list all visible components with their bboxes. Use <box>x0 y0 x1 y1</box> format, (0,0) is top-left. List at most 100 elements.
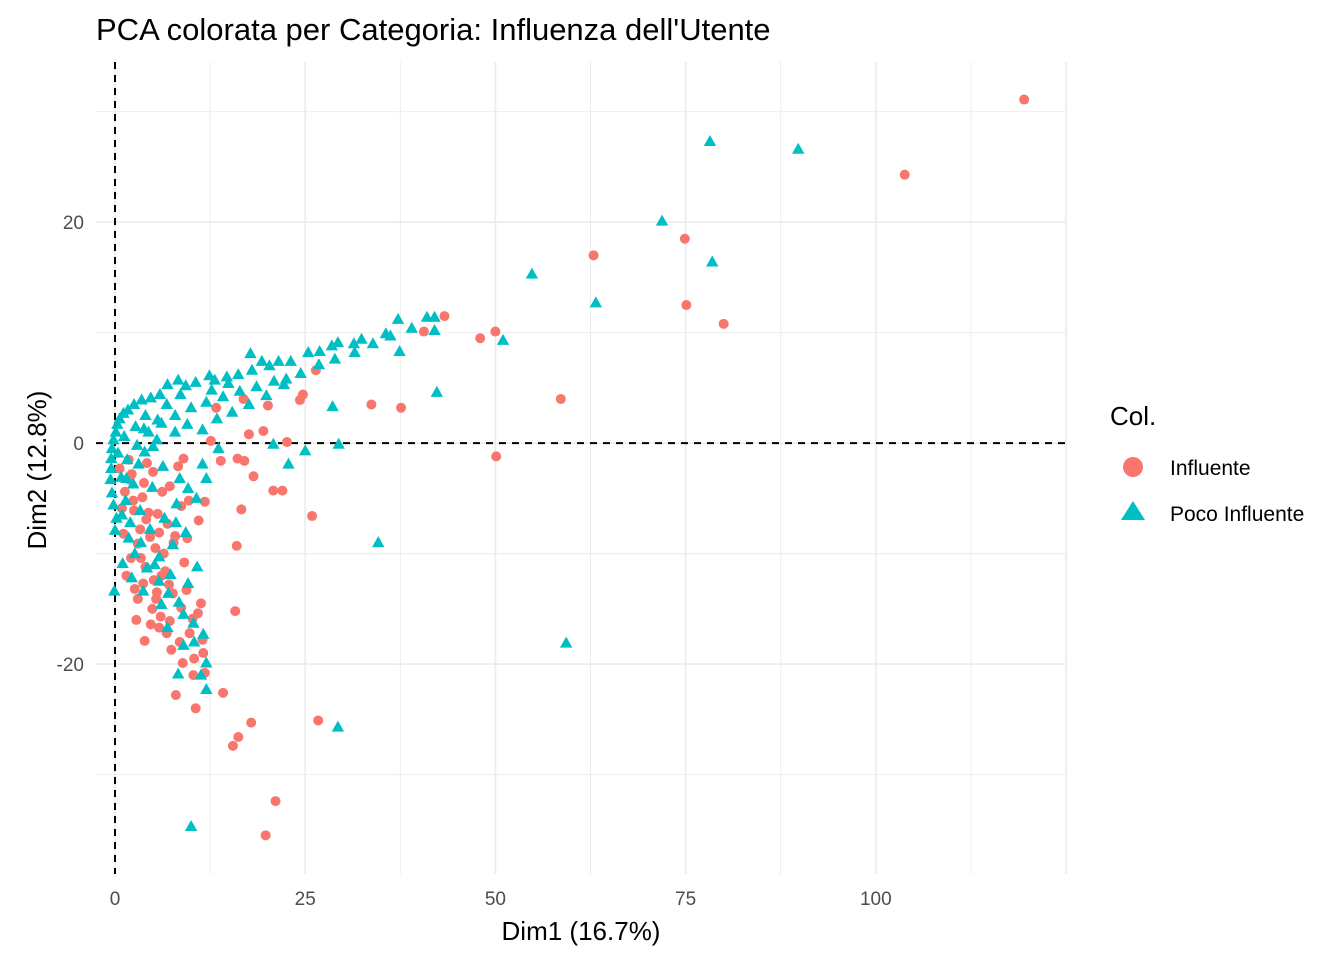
point-poco-influente <box>245 363 259 375</box>
point-poco-influente <box>107 498 120 510</box>
point-poco-influente <box>313 344 326 356</box>
point-poco-influente <box>111 417 124 429</box>
point-poco-influente <box>428 323 441 335</box>
point-poco-influente <box>136 584 150 596</box>
point-influente <box>277 485 288 496</box>
point-poco-influente <box>122 531 135 543</box>
point-poco-influente <box>177 638 190 650</box>
point-poco-influente <box>391 312 405 324</box>
point-poco-influente <box>277 378 291 390</box>
point-poco-influente <box>152 550 166 562</box>
point-poco-influente <box>146 480 159 492</box>
point-poco-influente <box>144 391 157 403</box>
point-poco-influente <box>158 511 171 523</box>
point-poco-influente <box>242 397 256 409</box>
point-poco-influente <box>496 333 510 345</box>
point-influente <box>152 508 163 519</box>
point-poco-influente <box>267 437 280 449</box>
point-poco-influente <box>111 446 125 458</box>
point-influente <box>131 614 142 625</box>
point-poco-influente <box>169 516 183 528</box>
point-poco-influente <box>589 296 603 308</box>
point-influente <box>679 233 690 244</box>
point-influente <box>366 399 377 410</box>
point-influente <box>258 425 269 436</box>
x-tick-labels: 0 25 50 75 100 <box>110 889 892 910</box>
point-influente <box>155 611 166 622</box>
point-poco-influente <box>355 332 368 344</box>
point-poco-influente <box>184 819 198 831</box>
point-poco-influente <box>430 385 444 397</box>
point-influente <box>491 451 502 462</box>
point-poco-influente <box>216 390 230 402</box>
point-poco-influente <box>129 420 142 432</box>
point-influente <box>157 486 168 497</box>
point-poco-influente <box>792 142 805 154</box>
point-influente <box>239 455 250 466</box>
point-influente <box>188 670 199 681</box>
point-influente <box>238 393 249 404</box>
point-poco-influente <box>105 442 119 454</box>
point-poco-influente <box>133 504 147 516</box>
point-poco-influente <box>706 255 719 267</box>
point-poco-influente <box>348 346 361 358</box>
x-axis-label: Dim1 (16.7%) <box>502 916 661 946</box>
point-influente <box>233 732 244 743</box>
point-poco-influente <box>428 310 441 322</box>
point-poco-influente <box>181 576 195 588</box>
point-poco-influente <box>108 584 121 596</box>
point-poco-influente <box>294 367 307 379</box>
point-poco-influente <box>135 393 148 405</box>
point-poco-influente <box>187 616 200 628</box>
point-influente <box>170 530 181 541</box>
point-poco-influente <box>137 422 151 434</box>
legend: Col. Influente Poco Influente <box>1110 401 1304 526</box>
grid <box>96 62 1067 874</box>
point-influente <box>119 486 130 497</box>
point-influente <box>588 250 599 261</box>
point-influente <box>179 557 190 568</box>
point-influente <box>475 333 486 344</box>
point-influente <box>164 579 175 590</box>
point-poco-influente <box>173 471 186 483</box>
x-tick-label: 25 <box>295 889 316 910</box>
point-poco-influente <box>160 397 173 409</box>
point-poco-influente <box>312 358 326 370</box>
point-influente <box>173 461 184 472</box>
point-influente <box>439 311 450 322</box>
point-influente <box>164 481 175 492</box>
point-influente <box>681 300 692 311</box>
point-influente <box>147 603 158 614</box>
reference-lines <box>96 62 1066 874</box>
point-influente <box>230 606 241 617</box>
point-influente <box>231 540 242 551</box>
point-influente <box>178 453 189 464</box>
point-influente <box>262 400 273 411</box>
point-influente <box>170 690 181 701</box>
point-poco-influente <box>179 526 192 538</box>
legend-label-influente: Influente <box>1170 457 1251 480</box>
point-influente <box>1019 94 1030 105</box>
point-poco-influente <box>205 383 218 395</box>
point-poco-influente <box>124 516 137 528</box>
series-poco-influente-points <box>104 135 805 831</box>
point-poco-influente <box>161 621 174 633</box>
point-poco-influente <box>117 430 131 442</box>
point-influente <box>135 524 146 535</box>
point-poco-influente <box>366 337 380 349</box>
point-poco-influente <box>184 401 198 413</box>
point-influente <box>183 495 194 506</box>
legend-title: Col. <box>1110 401 1156 431</box>
point-poco-influente <box>152 574 166 586</box>
point-poco-influente <box>181 481 195 493</box>
point-influente <box>260 830 271 841</box>
point-poco-influente <box>325 339 339 351</box>
legend-label-poco-influente: Poco Influente <box>1170 503 1304 526</box>
legend-triangle-marker <box>1121 501 1145 520</box>
point-influente <box>118 528 129 539</box>
point-poco-influente <box>200 395 213 407</box>
y-tick-labels: -20 0 20 <box>57 213 84 676</box>
point-poco-influente <box>153 388 167 400</box>
point-poco-influente <box>174 388 187 400</box>
point-poco-influente <box>108 523 122 535</box>
